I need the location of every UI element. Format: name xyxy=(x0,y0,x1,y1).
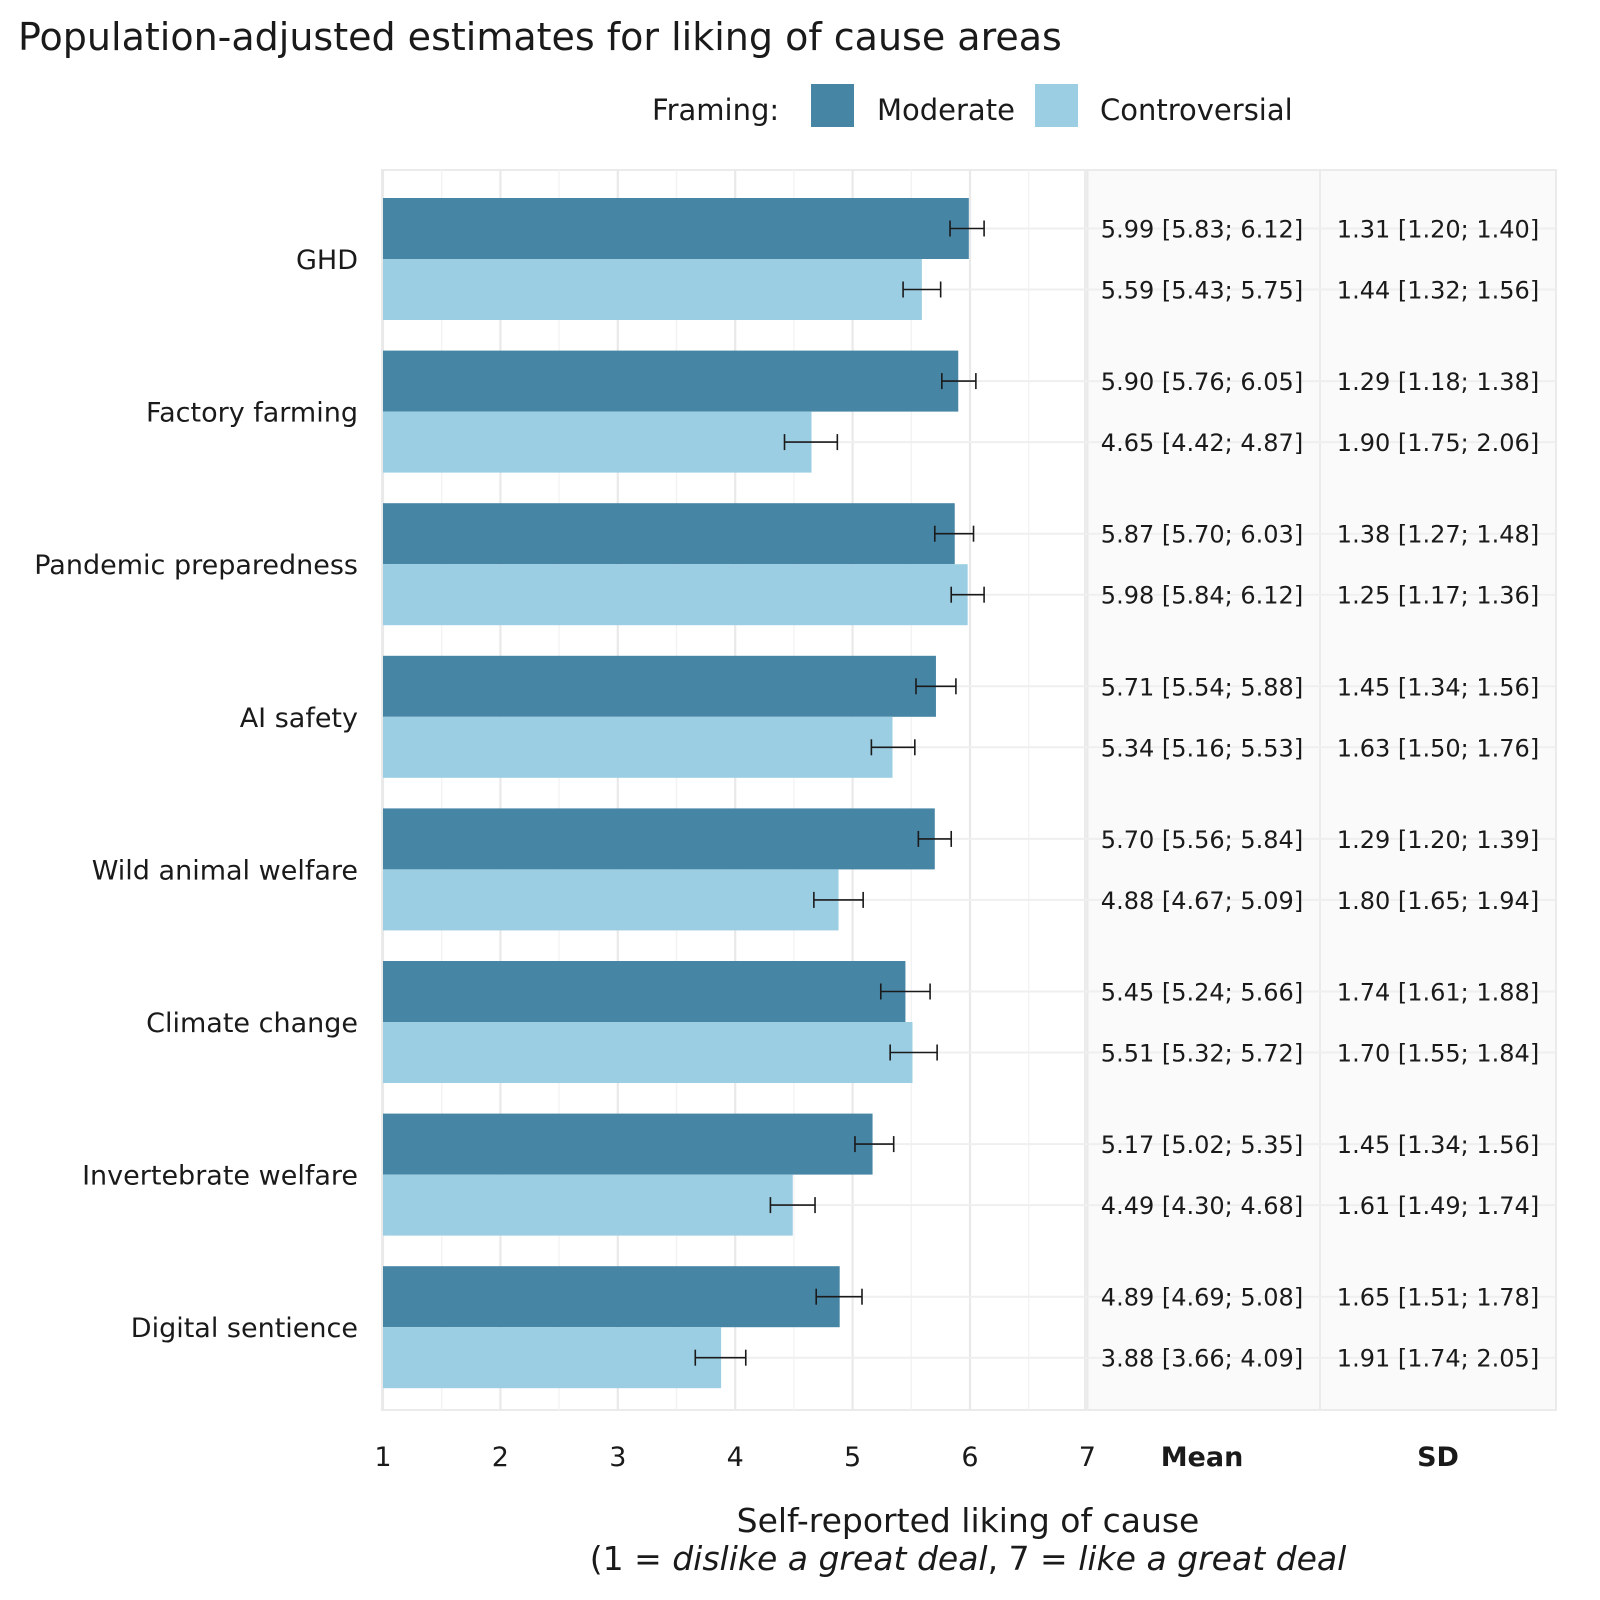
x-tick-label: 1 xyxy=(374,1442,391,1473)
mean-value-controversial: 5.98 [5.84; 6.12] xyxy=(1101,582,1303,610)
mean-value-moderate: 5.90 [5.76; 6.05] xyxy=(1101,368,1303,396)
x-tick-labels: 1 2 3 4 5 6 7 xyxy=(374,1442,1096,1473)
mean-value-controversial: 4.88 [4.67; 5.09] xyxy=(1101,887,1303,915)
mean-value-moderate: 5.87 [5.70; 6.03] xyxy=(1101,521,1303,549)
legend-label-controversial: Controversial xyxy=(1100,93,1293,127)
bar-controversial xyxy=(383,716,893,778)
x-tick-label: 5 xyxy=(844,1442,861,1473)
legend-swatch-controversial xyxy=(1035,84,1078,127)
category-label: Digital sentience xyxy=(131,1313,358,1344)
x-tick-label: 4 xyxy=(727,1442,744,1473)
x-axis-label: Self-reported liking of cause xyxy=(737,1501,1200,1540)
category-label: GHD xyxy=(296,245,358,276)
category-labels: GHD Factory farming Pandemic preparedness A… xyxy=(34,245,358,1344)
error-bars xyxy=(694,220,985,1366)
bar-moderate xyxy=(383,655,936,717)
mean-value-moderate: 5.45 [5.24; 5.66] xyxy=(1101,979,1303,1007)
sd-value-moderate: 1.45 [1.34; 1.56] xyxy=(1337,1131,1539,1159)
sd-value-moderate: 1.29 [1.18; 1.38] xyxy=(1337,368,1539,396)
bar-moderate xyxy=(383,961,906,1022)
category-label: AI safety xyxy=(240,703,358,734)
mean-column-header: Mean xyxy=(1161,1442,1244,1473)
mean-value-controversial: 4.49 [4.30; 4.68] xyxy=(1101,1192,1303,1220)
sd-value-controversial: 1.90 [1.75; 2.06] xyxy=(1337,429,1539,457)
category-label: Wild animal welfare xyxy=(92,855,358,886)
legend-swatch-moderate xyxy=(811,84,854,127)
sd-value-moderate: 1.74 [1.61; 1.88] xyxy=(1337,979,1539,1007)
legend-label-moderate: Moderate xyxy=(877,93,1015,127)
sd-value-moderate: 1.38 [1.27; 1.48] xyxy=(1337,521,1539,549)
mean-value-controversial: 4.65 [4.42; 4.87] xyxy=(1101,429,1303,457)
sd-value-controversial: 1.61 [1.49; 1.74] xyxy=(1337,1192,1539,1220)
bar-moderate xyxy=(383,1266,840,1328)
bar-controversial xyxy=(383,411,812,473)
sd-value-moderate: 1.65 [1.51; 1.78] xyxy=(1337,1284,1539,1312)
bar-controversial xyxy=(383,1022,913,1083)
mean-value-controversial: 5.51 [5.32; 5.72] xyxy=(1101,1040,1303,1068)
bar-controversial xyxy=(383,564,968,626)
x-axis-sublabel-high: like a great deal xyxy=(1078,1539,1346,1578)
category-label: Pandemic preparedness xyxy=(34,550,358,581)
mean-value-controversial: 5.59 [5.43; 5.75] xyxy=(1101,277,1303,305)
x-tick-label: 7 xyxy=(1079,1442,1096,1473)
sd-value-controversial: 1.70 [1.55; 1.84] xyxy=(1337,1040,1539,1068)
chart-title: Population-adjusted estimates for liking… xyxy=(18,15,1062,59)
stats-table: 5.99 [5.83; 6.12] 1.31 [1.20; 1.40] 5.59 [… xyxy=(1101,216,1539,1373)
sd-value-controversial: 1.91 [1.74; 2.05] xyxy=(1337,1345,1539,1373)
bar-controversial xyxy=(383,869,839,931)
bar-controversial xyxy=(383,1327,722,1389)
x-tick-label: 3 xyxy=(609,1442,626,1473)
mean-value-moderate: 5.17 [5.02; 5.35] xyxy=(1101,1131,1303,1159)
legend-title: Framing: xyxy=(652,93,779,127)
sd-value-controversial: 1.25 [1.17; 1.36] xyxy=(1337,582,1539,610)
mean-value-moderate: 5.99 [5.83; 6.12] xyxy=(1101,216,1303,244)
bar-moderate xyxy=(383,808,935,870)
sd-column-header: SD xyxy=(1417,1442,1459,1473)
x-axis-sublabel: (1 = dislike a great deal, 7 = like a gr… xyxy=(590,1539,1347,1578)
x-axis-sublabel-mid: , 7 = xyxy=(988,1539,1079,1578)
sd-value-moderate: 1.31 [1.20; 1.40] xyxy=(1337,216,1539,244)
bar-controversial xyxy=(383,259,922,320)
x-axis-sublabel-low: dislike a great deal xyxy=(672,1539,987,1578)
mean-value-moderate: 4.89 [4.69; 5.08] xyxy=(1101,1284,1303,1312)
sd-value-moderate: 1.29 [1.20; 1.39] xyxy=(1337,826,1539,854)
legend: Framing: Moderate Controversial xyxy=(652,84,1293,127)
bar-moderate xyxy=(383,1113,873,1175)
sd-value-moderate: 1.45 [1.34; 1.56] xyxy=(1337,673,1539,701)
mean-value-controversial: 3.88 [3.66; 4.09] xyxy=(1101,1345,1303,1373)
bar-controversial xyxy=(383,1174,793,1236)
category-label: Climate change xyxy=(146,1008,358,1039)
sd-panel xyxy=(1319,169,1557,1411)
sd-value-controversial: 1.63 [1.50; 1.76] xyxy=(1337,734,1539,762)
category-label: Factory farming xyxy=(146,398,358,429)
mean-value-moderate: 5.71 [5.54; 5.88] xyxy=(1101,673,1303,701)
sd-value-controversial: 1.44 [1.32; 1.56] xyxy=(1337,277,1539,305)
mean-panel xyxy=(1084,169,1321,1411)
category-label: Invertebrate welfare xyxy=(82,1161,358,1192)
mean-value-controversial: 5.34 [5.16; 5.53] xyxy=(1101,734,1303,762)
bars xyxy=(383,198,969,1389)
sd-value-controversial: 1.80 [1.65; 1.94] xyxy=(1337,887,1539,915)
bar-moderate xyxy=(383,198,969,259)
x-tick-label: 6 xyxy=(961,1442,978,1473)
mean-value-moderate: 5.70 [5.56; 5.84] xyxy=(1101,826,1303,854)
bar-moderate xyxy=(383,350,959,412)
x-axis-sublabel-prefix: (1 = xyxy=(590,1539,673,1578)
x-tick-label: 2 xyxy=(492,1442,509,1473)
bar-moderate xyxy=(383,503,955,565)
